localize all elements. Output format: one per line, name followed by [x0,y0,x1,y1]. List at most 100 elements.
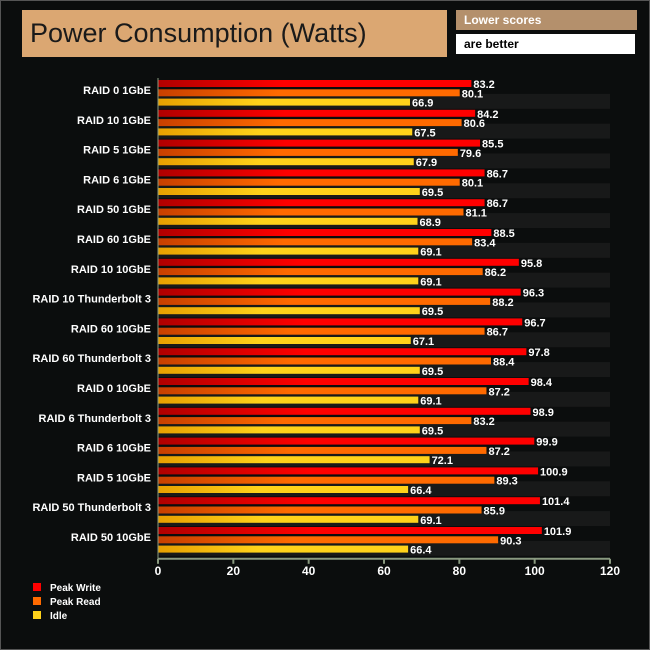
data-label: 69.5 [422,425,443,437]
data-label: 80.6 [464,118,485,130]
category-label: RAID 10 Thunderbolt 3 [32,294,151,306]
bar-idle [158,247,419,255]
data-label: 69.1 [420,276,441,288]
bar-idle [158,158,414,166]
category-label: RAID 5 1GbE [83,145,151,157]
legend-swatch [33,583,41,591]
data-label: 66.9 [412,98,433,110]
bar-peak-write [158,407,531,415]
data-label: 80.1 [462,88,483,100]
data-label: 88.4 [493,357,515,369]
bar-peak-write [158,318,523,326]
data-label: 100.9 [540,466,568,478]
x-tick-label: 20 [227,564,241,578]
data-label: 87.2 [488,446,509,458]
bar-peak-write [158,258,519,266]
data-label: 96.3 [523,288,544,300]
data-label: 68.9 [420,217,441,229]
category-label: RAID 0 1GbE [83,85,151,97]
data-label: 90.3 [500,535,521,547]
data-label: 80.1 [462,178,483,190]
bar-idle [158,396,419,404]
data-label: 83.2 [473,416,494,428]
data-label: 84.2 [477,109,498,121]
bar-idle [158,515,419,523]
bar-idle [158,128,413,136]
bar-idle [158,337,411,344]
data-label: 86.2 [485,267,506,279]
bar-idle [158,545,409,553]
bar-idle [158,426,420,434]
data-label: 96.7 [524,317,545,329]
bar-peak-read [158,208,464,216]
legend-label: Peak Read [50,597,101,608]
data-label: 99.9 [536,437,557,449]
data-label: 69.1 [420,396,441,408]
bar-peak-read [158,119,462,127]
data-label: 86.7 [487,198,508,210]
category-label: RAID 50 10GbE [71,532,151,544]
bar-idle [158,188,420,195]
data-label: 66.4 [410,545,432,557]
bar-peak-write [158,497,540,505]
bar-peak-write [158,527,542,534]
category-label: RAID 6 Thunderbolt 3 [39,413,151,425]
bar-peak-write [158,348,527,356]
category-label: RAID 60 Thunderbolt 3 [32,353,151,365]
legend-swatch [33,611,41,619]
data-label: 66.4 [410,485,432,497]
bar-peak-write [158,169,485,177]
data-label: 72.1 [432,455,453,467]
chart-title: Power Consumption (Watts) [22,10,447,57]
bar-peak-read [158,506,482,514]
category-label: RAID 6 10GbE [77,443,151,455]
data-label: 83.4 [474,237,496,249]
data-label: 88.2 [492,297,513,309]
bar-peak-read [158,446,487,454]
bar-peak-read [158,476,495,484]
data-label: 87.2 [488,386,509,398]
legend-label: Peak Write [50,583,101,594]
bar-peak-read [158,387,487,395]
bar-peak-write [158,109,476,117]
bar-peak-write [158,199,485,207]
bar-idle [158,486,409,493]
bar-peak-write [158,139,481,147]
category-label: RAID 10 10GbE [71,264,151,276]
bar-idle [158,366,420,374]
category-label: RAID 6 1GbE [83,174,151,186]
bar-peak-read [158,89,460,97]
data-label: 67.9 [416,157,437,169]
bar-peak-read [158,148,458,156]
data-label: 81.1 [465,208,486,220]
x-tick-label: 120 [600,564,620,578]
data-label: 79.6 [460,148,481,160]
bar-peak-read [158,357,491,365]
data-label: 85.5 [482,139,503,151]
bar-peak-read [158,297,491,305]
category-label: RAID 60 10GbE [71,323,151,335]
bar-peak-write [158,437,535,445]
data-label: 98.4 [531,377,553,389]
category-label: RAID 10 1GbE [77,115,151,127]
data-label: 86.7 [487,327,508,339]
legend-label: Idle [50,611,68,622]
bar-peak-write [158,378,529,385]
data-label: 69.1 [420,515,441,527]
bar-peak-write [158,288,521,296]
data-label: 67.1 [413,336,434,348]
bar-peak-write [158,467,539,475]
data-label: 69.5 [422,366,443,378]
category-label: RAID 50 Thunderbolt 3 [32,502,151,514]
bar-peak-read [158,417,472,425]
bar-peak-write [158,229,492,236]
note-are-better: are better [456,34,635,54]
data-label: 98.9 [533,407,554,419]
data-label: 69.1 [420,247,441,259]
bar-idle [158,217,418,225]
bar-idle [158,277,419,285]
bar-peak-read [158,268,483,276]
data-label: 86.7 [487,168,508,180]
note-lower-scores: Lower scores [456,10,637,30]
